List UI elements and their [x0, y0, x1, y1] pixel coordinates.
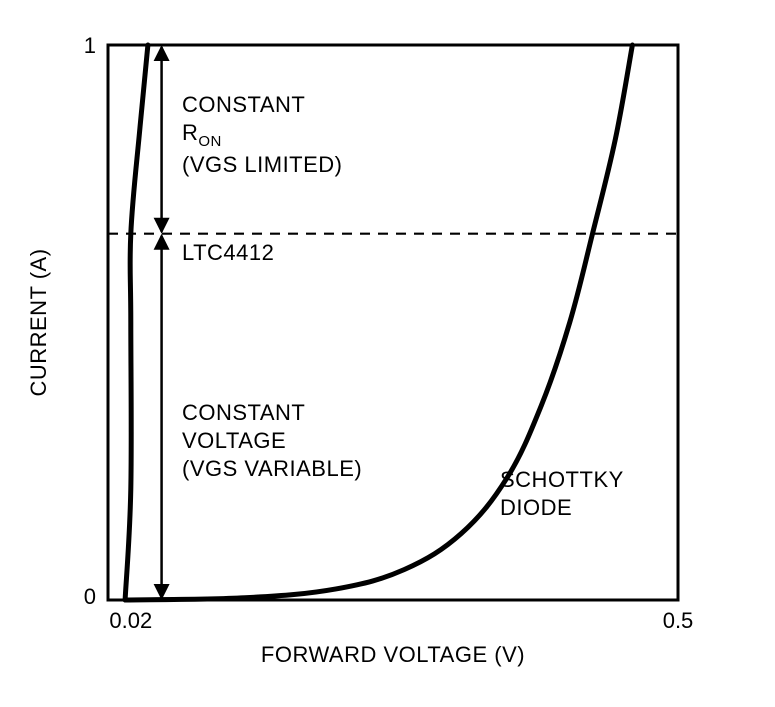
label-constant-ron-3: (VGS LIMITED) — [182, 152, 343, 177]
label-constant-ron-2-sub: ON — [198, 133, 222, 150]
curve-ltc4412 — [125, 45, 148, 600]
label-schottky-1: SCHOTTKY — [500, 467, 624, 492]
annotation-labels: CONSTANT RON (VGS LIMITED) LTC4412 CONST… — [182, 92, 624, 520]
label-schottky-2: DIODE — [500, 495, 572, 520]
label-constant-ron-2-pre: R — [182, 120, 198, 145]
label-constant-voltage-3: (VGS VARIABLE) — [182, 456, 362, 481]
label-constant-voltage-2: VOLTAGE — [182, 428, 286, 453]
label-constant-voltage-1: CONSTANT — [182, 400, 305, 425]
chart-container: CONSTANT RON (VGS LIMITED) LTC4412 CONST… — [0, 0, 775, 707]
ytick-0: 0 — [84, 584, 96, 609]
label-ltc4412: LTC4412 — [182, 240, 274, 265]
y-axis-title: CURRENT (A) — [26, 248, 51, 396]
ytick-1: 1 — [84, 33, 96, 58]
xtick-002: 0.02 — [109, 608, 152, 633]
xtick-05: 0.5 — [663, 608, 694, 633]
label-constant-ron-2: RON — [182, 120, 222, 150]
x-axis-title: FORWARD VOLTAGE (V) — [261, 642, 525, 667]
tick-labels: 0 1 0.02 0.5 — [84, 33, 694, 633]
label-constant-ron-1: CONSTANT — [182, 92, 305, 117]
region-arrows — [154, 45, 170, 600]
chart-svg: CONSTANT RON (VGS LIMITED) LTC4412 CONST… — [0, 0, 775, 707]
